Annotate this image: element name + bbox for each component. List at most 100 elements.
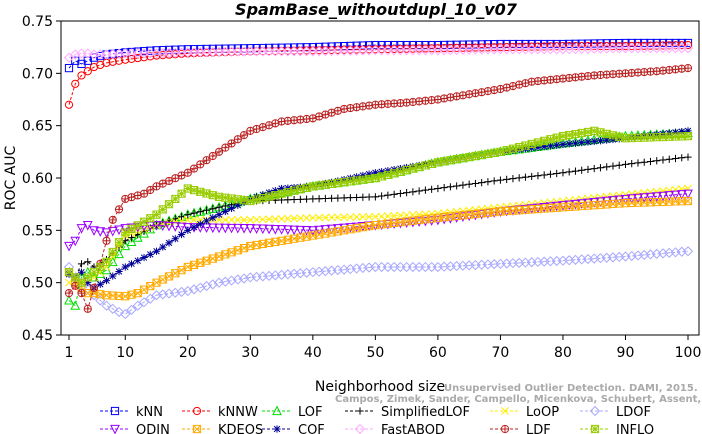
data-point	[527, 139, 536, 149]
data-point	[459, 181, 467, 189]
legend-swatch-marker	[272, 405, 282, 416]
data-point	[402, 166, 411, 175]
data-point	[584, 165, 592, 174]
data-point	[540, 171, 548, 179]
data-point	[546, 170, 555, 178]
data-point	[258, 215, 267, 224]
series-fastabod	[63, 43, 694, 63]
data-point	[396, 189, 404, 198]
data-point	[189, 164, 199, 173]
legend-swatch-marker	[273, 425, 281, 433]
data-point	[258, 193, 267, 203]
data-point	[408, 164, 417, 173]
data-point	[676, 190, 687, 200]
data-point	[107, 303, 118, 314]
data-point	[565, 42, 574, 51]
legend-item-knnw: kNNW	[182, 405, 258, 420]
data-point	[590, 137, 598, 145]
data-point	[533, 138, 543, 147]
data-point	[684, 153, 692, 161]
x-axis: 1 10 20 30 40 50 60 70 80 90 100	[65, 335, 701, 361]
legend-label: LDOF	[616, 405, 651, 420]
data-point	[146, 250, 154, 259]
legend-swatch-marker	[110, 424, 120, 434]
data-point	[84, 279, 92, 287]
data-point	[282, 225, 293, 235]
data-point	[240, 215, 249, 224]
data-point	[202, 156, 211, 165]
data-point	[364, 221, 375, 232]
data-point	[208, 191, 217, 200]
data-point	[334, 194, 342, 202]
data-point	[340, 194, 348, 202]
data-point	[127, 260, 136, 268]
data-point	[77, 260, 86, 268]
data-point	[151, 221, 162, 231]
legend-swatch-marker	[192, 424, 202, 434]
data-point	[471, 151, 480, 161]
data-point	[164, 200, 174, 209]
data-point	[184, 211, 192, 219]
legend-label: LoOP	[526, 405, 559, 420]
data-point	[371, 173, 380, 183]
data-point	[234, 201, 242, 209]
data-point	[146, 52, 155, 61]
data-point	[390, 40, 399, 50]
data-point	[565, 168, 573, 176]
credit-line-2: Campos, Zimek, Sander, Campello, Micenko…	[335, 394, 702, 405]
legend: kNN kNNW LOF SimplifiedLOF LoOP LDOF ODIN KDEOS…	[100, 405, 654, 434]
legend-label: SimplifiedLOF	[381, 405, 470, 420]
data-point	[327, 213, 336, 222]
data-point	[434, 184, 442, 193]
legend-swatch-marker	[356, 407, 364, 415]
legend-item-fastabod: FastABOD	[345, 423, 445, 434]
data-point	[289, 186, 299, 195]
data-point	[284, 184, 292, 192]
data-point	[70, 300, 81, 310]
data-point	[190, 209, 198, 217]
data-point	[633, 193, 643, 204]
data-point	[114, 225, 124, 236]
data-point	[82, 48, 93, 59]
data-point	[308, 182, 317, 191]
legend-item-ldf: LDF	[490, 423, 551, 434]
data-point	[384, 191, 392, 199]
data-point	[207, 223, 218, 234]
data-point	[76, 224, 87, 234]
data-point	[496, 84, 505, 94]
data-point	[583, 42, 593, 51]
data-point	[671, 41, 680, 50]
legend-item-simplifiedlof: SimplifiedLOF	[345, 405, 470, 420]
data-point	[221, 215, 230, 224]
data-point	[183, 184, 192, 193]
data-point	[95, 227, 106, 237]
data-point	[678, 128, 686, 136]
data-point	[132, 300, 143, 311]
y-tick-label: 0.55	[22, 223, 53, 239]
data-point	[545, 202, 556, 212]
data-point	[258, 123, 267, 132]
data-point	[508, 82, 518, 91]
data-point	[440, 184, 448, 192]
data-point	[265, 215, 274, 224]
data-point	[678, 154, 686, 162]
data-point	[158, 205, 167, 214]
data-point	[315, 181, 324, 190]
data-point	[232, 223, 243, 234]
data-point	[196, 220, 204, 228]
data-point	[209, 214, 217, 222]
data-point	[352, 176, 361, 185]
data-point	[177, 230, 186, 239]
data-point	[171, 194, 180, 204]
data-point	[533, 42, 543, 51]
data-point	[558, 42, 568, 51]
data-point	[176, 222, 187, 233]
data-point	[496, 176, 505, 184]
data-point	[126, 304, 137, 315]
data-point	[421, 161, 430, 170]
legend-item-ldof: LDOF	[580, 405, 651, 420]
data-point	[164, 221, 174, 232]
data-point	[102, 236, 111, 245]
data-point	[96, 280, 104, 288]
legend-item-kdeos: KDEOS	[182, 423, 263, 434]
